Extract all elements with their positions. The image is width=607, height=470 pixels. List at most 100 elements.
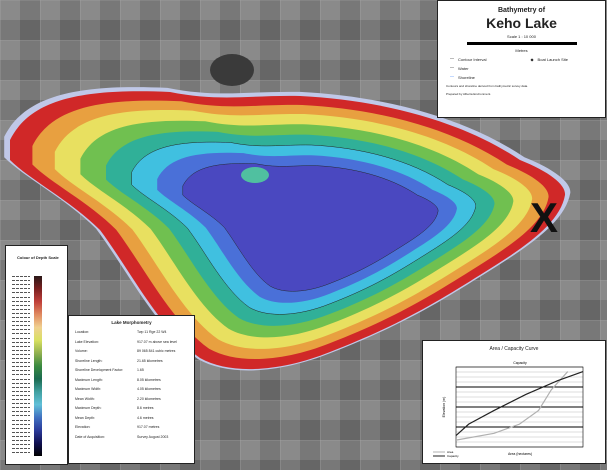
row-label: Shoreline Length:	[75, 358, 103, 363]
row-label: Maximum Length:	[75, 377, 103, 382]
depth-tick	[12, 317, 30, 318]
row-label: Maximum Depth:	[75, 406, 102, 410]
row-label: Volume:	[75, 349, 88, 353]
depth-tick	[12, 337, 30, 339]
depth-color-ramp	[34, 276, 42, 456]
row-value: 8.05 kilometres	[137, 377, 161, 382]
row-value: 917.07 m above sea level	[137, 339, 177, 344]
depth-tick	[12, 415, 30, 417]
area-capacity-chart: Area / Capacity Curve Area (hectares) Cap…	[422, 340, 606, 464]
depth-tick	[12, 288, 30, 290]
row-value: 4.6 metres	[137, 415, 154, 420]
depth-tick	[12, 280, 30, 282]
depth-tick	[12, 349, 30, 351]
legend-water: 〰 Water	[450, 65, 605, 71]
scale-label: Scale 1 : 10 000	[507, 34, 536, 39]
depth-tick	[12, 390, 30, 392]
legend-shoreline: 〰 Shoreline	[450, 74, 605, 80]
plot-frame	[455, 366, 584, 448]
morphometry-row: Volume: 89 065 841 cubic metres	[75, 349, 188, 353]
legend-label: Capacity	[447, 454, 459, 458]
chart-title: Area / Capacity Curve	[489, 346, 539, 352]
depth-tick	[12, 374, 30, 376]
morphometry-row: Date of Acquisition: Survey August 2003	[75, 435, 188, 439]
row-value: 8.6 metres	[137, 406, 154, 410]
row-value: 21.65 kilometres	[137, 358, 163, 363]
depth-tick	[12, 431, 30, 433]
depth-tick	[12, 329, 30, 331]
morphometry-row: Maximum Width: 4.05 kilometres	[75, 387, 188, 391]
depth-tick	[12, 358, 30, 359]
row-value: 2.20 kilometres	[137, 396, 161, 401]
depth-tick	[12, 353, 30, 355]
row-value: 4.05 kilometres	[137, 387, 161, 391]
depth-tick	[12, 427, 30, 429]
depth-tick	[12, 435, 30, 437]
depth-tick	[12, 423, 30, 425]
north-pond	[210, 54, 254, 86]
scale-unit: Metres	[515, 48, 528, 53]
legend-label: Area	[447, 450, 454, 454]
morphometry-row: Shoreline Length: 21.65 kilometres	[75, 359, 188, 363]
depth-tick	[12, 399, 30, 400]
depth-tick	[12, 325, 30, 327]
map-title: Keho Lake	[486, 15, 557, 31]
row-label: Mean Width:	[75, 396, 95, 401]
row-label: Shoreline Development Factor:	[75, 368, 124, 372]
depth-tick	[12, 452, 30, 454]
depth-tick	[12, 403, 30, 405]
row-value: 917.07 metres	[137, 425, 160, 429]
legend-contour: 〰 Contour Interval ◆ Boat Launch Site	[450, 56, 605, 62]
depth-tick	[12, 341, 30, 343]
row-value: Twp 11 Rge 22 W4	[137, 330, 167, 334]
morphometry-row: Maximum Length: 8.05 kilometres	[75, 378, 188, 382]
depth-tick	[12, 300, 30, 302]
depth-tick	[12, 362, 30, 364]
depth-tick	[12, 304, 30, 306]
morphometry-row: Lake Elevation: 917.07 m above sea level	[75, 340, 188, 344]
row-label: Maximum Width:	[75, 387, 102, 391]
depth-tick	[12, 419, 30, 421]
depth-tick	[12, 444, 30, 446]
morphometry-row: Maximum Depth: 8.6 metres	[75, 406, 188, 410]
depth-tick	[12, 411, 30, 413]
row-label: Location:	[75, 330, 90, 334]
series-capacity	[455, 371, 584, 437]
depth-tick	[12, 378, 30, 380]
legend-label: Water	[458, 65, 469, 71]
title-panel: Bathymetry of Keho Lake Scale 1 : 10 000…	[437, 0, 606, 118]
y-axis-label: Elevation (m)	[442, 397, 446, 418]
morphometry-title: Lake Morphometry	[111, 320, 152, 325]
row-label: Elevation:	[75, 425, 91, 429]
depth-tick	[12, 292, 30, 294]
row-value: 89 065 841 cubic metres	[137, 349, 176, 353]
depth-tick	[12, 370, 30, 372]
scale-bar	[466, 42, 577, 45]
note: Contours and shoreline derived from bath…	[446, 84, 529, 88]
depth-tick	[12, 382, 30, 384]
legend-label: Boat Launch Site	[537, 56, 569, 62]
morphometry-row: Shoreline Development Factor: 1.65	[75, 368, 188, 372]
depth-tick	[12, 276, 30, 277]
depth-tick	[12, 448, 30, 450]
depth-tick	[12, 394, 30, 396]
morphometry-row: Location: Twp 11 Rge 22 W4	[75, 330, 188, 334]
depth-tick	[12, 312, 30, 314]
row-label: Date of Acquisition:	[75, 434, 105, 439]
x-axis-label: Area (hectares)	[508, 452, 532, 456]
depth-scale-title: Colour of Depth Scale	[17, 255, 59, 260]
depth-tick	[12, 440, 30, 441]
row-label: Mean Depth:	[75, 415, 96, 420]
shoreline-icon: 〰	[450, 74, 454, 79]
depth-tick	[12, 333, 30, 335]
row-label: Lake Elevation:	[75, 339, 99, 344]
x2-axis-label: Capacity	[513, 361, 527, 365]
row-value: 1.65	[137, 368, 144, 372]
legend-label: Shoreline	[458, 74, 475, 80]
morphometry-panel: Lake Morphometry Location: Twp 11 Rge 22 …	[68, 315, 195, 464]
depth-tick	[12, 308, 30, 310]
depth-tick	[12, 386, 30, 388]
row-value: Survey August 2003	[137, 434, 169, 439]
depth-tick	[12, 345, 30, 347]
boat-launch-icon: ◆	[530, 56, 534, 62]
